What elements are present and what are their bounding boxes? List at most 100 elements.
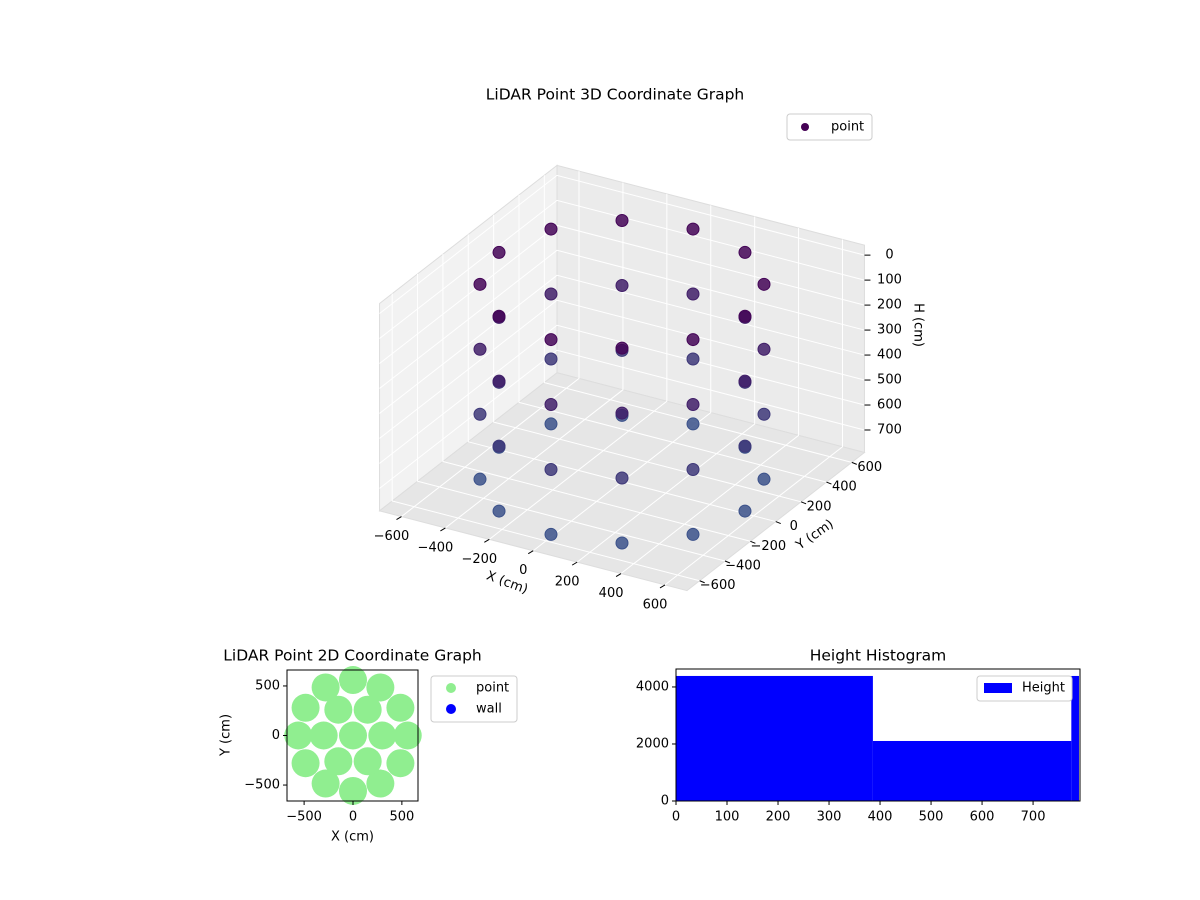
tick-label: 400 bbox=[832, 480, 857, 495]
point bbox=[686, 287, 700, 301]
point bbox=[386, 693, 415, 722]
grid-line bbox=[493, 214, 802, 503]
tick-label: 300 bbox=[877, 323, 902, 338]
point bbox=[615, 536, 629, 550]
point bbox=[738, 374, 752, 388]
tick-label: 500 bbox=[877, 373, 902, 388]
tick-mark bbox=[826, 481, 832, 485]
tick-label: 600 bbox=[643, 597, 668, 612]
point bbox=[757, 277, 771, 291]
point bbox=[544, 333, 558, 347]
grid-line bbox=[620, 228, 800, 574]
point bbox=[757, 342, 771, 356]
grid-line bbox=[379, 274, 865, 414]
legend-swatch bbox=[984, 683, 1012, 693]
legend-label: Height bbox=[1022, 681, 1065, 696]
legend-marker bbox=[801, 123, 809, 131]
plot-2d: −500 0 500 −500 0 500 X (cm) Y (cm) LiDAR Point … bbox=[219, 647, 518, 845]
point bbox=[686, 398, 700, 412]
tick-label: −400 bbox=[418, 540, 454, 555]
axes-frame bbox=[675, 668, 1081, 802]
bar bbox=[872, 740, 1072, 801]
point bbox=[544, 462, 558, 476]
point bbox=[738, 439, 752, 453]
point bbox=[368, 721, 397, 750]
x-tick-label: 600 bbox=[970, 810, 995, 825]
tick-label: 400 bbox=[599, 586, 624, 601]
point bbox=[324, 695, 353, 724]
tick-label: 400 bbox=[877, 348, 902, 363]
point bbox=[492, 309, 506, 323]
point bbox=[473, 407, 487, 421]
tick-label: −200 bbox=[750, 539, 786, 554]
grid-line bbox=[489, 193, 668, 540]
tick-label: 0 bbox=[790, 519, 798, 534]
point bbox=[738, 309, 752, 323]
tick-mark bbox=[775, 521, 781, 525]
tick-label: 600 bbox=[877, 398, 902, 413]
legend-marker bbox=[446, 683, 456, 693]
y-tick-label: −500 bbox=[244, 778, 280, 793]
point bbox=[291, 749, 320, 778]
point bbox=[338, 666, 367, 695]
point bbox=[544, 417, 558, 431]
tick-mark bbox=[699, 580, 705, 584]
grid-line bbox=[379, 349, 865, 489]
tick-label: −600 bbox=[700, 578, 736, 593]
point bbox=[366, 673, 395, 702]
grid-line bbox=[379, 249, 865, 389]
point bbox=[686, 222, 700, 236]
legend-marker bbox=[446, 704, 456, 714]
tick-mark bbox=[440, 527, 446, 532]
point bbox=[309, 721, 338, 750]
point bbox=[757, 407, 771, 421]
point bbox=[311, 673, 340, 702]
point bbox=[386, 749, 415, 778]
point bbox=[284, 721, 313, 750]
tick-label: 600 bbox=[857, 460, 882, 475]
tick-mark bbox=[659, 584, 666, 589]
point bbox=[615, 214, 629, 228]
tick-label: 200 bbox=[807, 499, 832, 514]
point bbox=[757, 472, 771, 486]
grid-line bbox=[379, 324, 865, 464]
tick-label: 200 bbox=[555, 575, 580, 590]
point bbox=[738, 245, 752, 259]
point bbox=[615, 471, 629, 485]
tick-label: 100 bbox=[877, 273, 902, 288]
point bbox=[544, 398, 558, 412]
grid-line bbox=[445, 182, 624, 529]
point bbox=[615, 278, 629, 292]
y-tick-label: 0 bbox=[272, 728, 280, 743]
tick-mark bbox=[571, 561, 578, 566]
x-tick-label: 0 bbox=[672, 810, 680, 825]
tick-label: 700 bbox=[877, 423, 902, 438]
grid-line bbox=[401, 171, 580, 517]
tick-label: 0 bbox=[519, 563, 527, 578]
grid-line bbox=[576, 216, 756, 563]
x-tick-label: 300 bbox=[817, 810, 842, 825]
chart-title: Height Histogram bbox=[810, 647, 947, 665]
legend-label: point bbox=[831, 120, 864, 135]
legend-box bbox=[976, 675, 1073, 702]
y-tick-label: 0 bbox=[661, 794, 669, 809]
point bbox=[393, 721, 422, 750]
point bbox=[686, 417, 700, 431]
x-tick-label: 700 bbox=[1021, 810, 1046, 825]
grid-line bbox=[379, 199, 865, 339]
y-tick-label: 4000 bbox=[636, 679, 669, 694]
point bbox=[492, 374, 506, 388]
tick-mark bbox=[750, 540, 756, 544]
plot-histogram: Height 0 100 200 300 400 500 600 700 0 2000 4000 Hei… bbox=[636, 647, 1081, 825]
tick-label: −200 bbox=[461, 552, 497, 567]
bar bbox=[1071, 675, 1079, 801]
grid-line bbox=[442, 254, 751, 542]
point bbox=[738, 504, 752, 518]
tick-label: −600 bbox=[374, 529, 410, 544]
y-axis-label: Y (cm) bbox=[219, 714, 234, 757]
point bbox=[492, 439, 506, 453]
point bbox=[686, 333, 700, 347]
grid-line bbox=[379, 174, 865, 314]
